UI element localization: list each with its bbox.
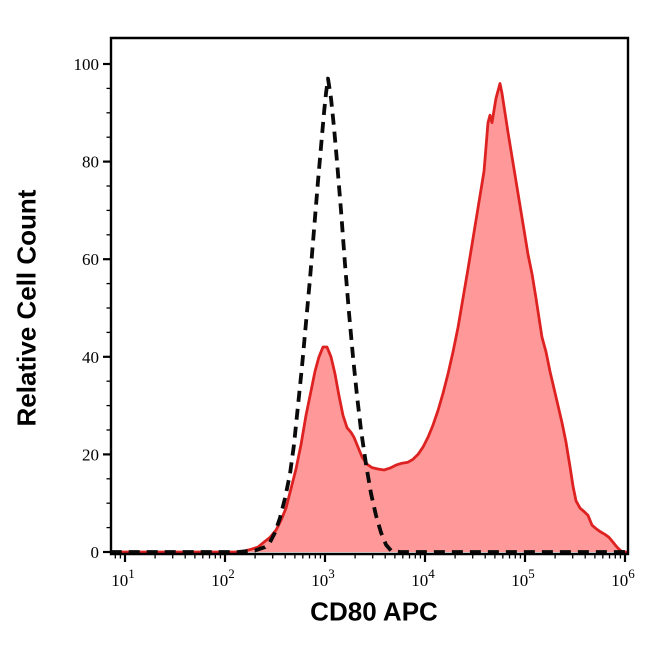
x-tick-label: 106 xyxy=(611,566,635,590)
x-tick-label: 104 xyxy=(411,566,435,590)
x-tick-label: 103 xyxy=(311,566,335,590)
x-tick-label: 101 xyxy=(111,566,135,590)
y-tick-label: 20 xyxy=(82,445,99,464)
y-tick-label: 60 xyxy=(82,250,99,269)
red-filled-curve xyxy=(110,82,628,554)
x-tick-label: 102 xyxy=(211,566,235,590)
x-tick-label: 105 xyxy=(511,566,535,590)
y-tick-label: 0 xyxy=(91,543,100,562)
y-tick-label: 40 xyxy=(82,348,99,367)
x-axis-title: CD80 APC xyxy=(310,596,438,627)
y-tick-label: 80 xyxy=(82,153,99,172)
dashed-black-curve xyxy=(110,76,628,554)
y-tick-label: 100 xyxy=(74,55,100,74)
